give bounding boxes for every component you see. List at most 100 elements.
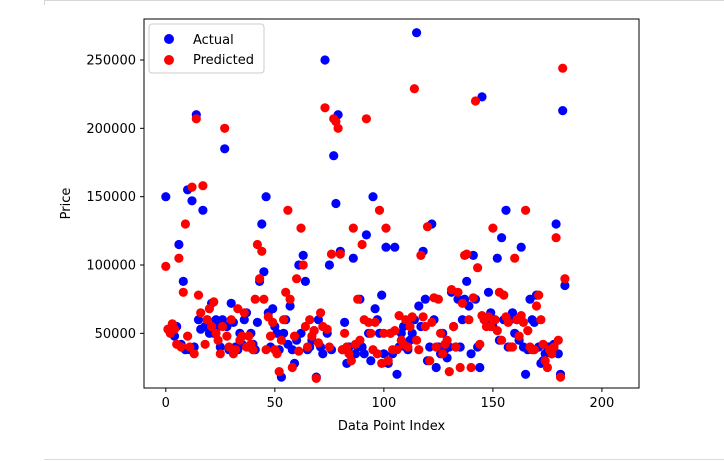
- point-actual-29: [226, 298, 236, 308]
- point-predicted-136: [457, 298, 467, 308]
- point-actual-62: [298, 250, 308, 260]
- point-predicted-82: [340, 328, 350, 338]
- point-actual-178: [551, 219, 561, 229]
- legend: Actual Predicted: [148, 23, 265, 74]
- point-predicted-178: [549, 342, 559, 352]
- point-predicted-140: [466, 362, 476, 373]
- cell-bottom-border: [44, 459, 724, 460]
- point-actual-0: [161, 192, 171, 202]
- point-predicted-86: [348, 223, 358, 233]
- point-actual-93: [366, 356, 376, 366]
- point-predicted-43: [255, 274, 265, 284]
- point-predicted-166: [523, 326, 533, 336]
- point-predicted-51: [272, 349, 282, 359]
- point-predicted-7: [176, 342, 186, 352]
- x-tick-label-150: 150: [480, 396, 505, 411]
- point-predicted-9: [180, 219, 190, 229]
- point-predicted-98: [374, 205, 385, 215]
- point-predicted-53: [276, 335, 286, 345]
- point-predicted-150: [488, 223, 498, 233]
- point-predicted-180: [553, 335, 563, 345]
- point-predicted-44: [257, 246, 267, 256]
- x-tick-label-100: 100: [371, 396, 396, 411]
- point-predicted-157: [503, 317, 513, 327]
- point-predicted-13: [189, 349, 199, 359]
- point-actual-14: [193, 315, 204, 325]
- point-predicted-60: [292, 274, 302, 284]
- x-tick-label-50: 50: [267, 396, 284, 411]
- point-predicted-106: [392, 345, 402, 355]
- point-actual-53: [279, 328, 289, 338]
- point-predicted-154: [497, 335, 507, 345]
- point-predicted-18: [200, 339, 210, 349]
- point-predicted-97: [372, 349, 382, 359]
- point-actual-181: [558, 106, 568, 116]
- point-predicted-55: [281, 287, 291, 297]
- point-predicted-162: [514, 331, 524, 341]
- point-actual-151: [492, 253, 502, 263]
- point-predicted-42: [252, 239, 262, 250]
- point-predicted-90: [357, 239, 367, 250]
- point-predicted-111: [403, 342, 413, 352]
- point-predicted-40: [248, 345, 258, 355]
- point-predicted-170: [531, 301, 542, 311]
- point-predicted-69: [311, 373, 321, 383]
- point-predicted-172: [536, 315, 546, 325]
- point-predicted-143: [473, 263, 483, 273]
- point-predicted-113: [407, 312, 417, 322]
- point-predicted-24: [213, 335, 223, 345]
- point-predicted-164: [518, 317, 529, 327]
- legend-label-predicted: Predicted: [193, 53, 254, 68]
- point-predicted-142: [470, 96, 481, 106]
- point-actual-25: [217, 315, 228, 325]
- point-predicted-102: [383, 356, 393, 366]
- point-predicted-155: [499, 290, 509, 300]
- point-predicted-105: [390, 326, 400, 336]
- point-predicted-28: [222, 331, 232, 341]
- point-actual-16: [198, 205, 208, 215]
- point-predicted-66: [305, 315, 315, 325]
- point-actual-147: [483, 287, 494, 297]
- point-actual-69: [313, 315, 323, 325]
- point-actual-81: [340, 317, 350, 327]
- point-predicted-58: [287, 362, 297, 373]
- point-predicted-46: [261, 345, 271, 355]
- point-predicted-175: [542, 362, 553, 373]
- cell-top-border: [44, 0, 724, 5]
- point-predicted-11: [185, 342, 195, 352]
- point-predicted-59: [289, 331, 300, 341]
- point-predicted-149: [486, 321, 496, 332]
- point-predicted-61: [294, 346, 304, 356]
- point-predicted-100: [379, 328, 389, 338]
- point-predicted-182: [558, 63, 568, 73]
- point-predicted-56: [283, 205, 293, 215]
- point-predicted-25: [215, 349, 225, 359]
- point-predicted-135: [455, 362, 465, 373]
- point-actual-143: [475, 362, 485, 373]
- point-predicted-139: [464, 315, 474, 325]
- point-predicted-12: [187, 182, 197, 192]
- point-predicted-88: [353, 294, 363, 304]
- point-predicted-63: [298, 260, 308, 270]
- point-predicted-0: [161, 261, 171, 271]
- point-predicted-54: [279, 315, 289, 325]
- point-actual-85: [348, 253, 358, 263]
- point-predicted-107: [394, 311, 404, 321]
- point-predicted-10: [183, 331, 193, 341]
- point-actual-56: [285, 301, 295, 311]
- point-predicted-89: [355, 335, 365, 345]
- point-actual-179: [553, 349, 563, 359]
- point-actual-71: [318, 349, 328, 359]
- point-predicted-16: [196, 308, 206, 318]
- point-predicted-20: [204, 304, 214, 314]
- point-predicted-21: [207, 321, 217, 332]
- point-actual-77: [331, 198, 341, 209]
- point-predicted-27: [220, 123, 230, 133]
- point-predicted-171: [534, 290, 544, 300]
- point-predicted-19: [202, 315, 212, 325]
- x-tick-label-0: 0: [162, 396, 170, 411]
- point-predicted-76: [326, 249, 337, 259]
- point-predicted-165: [521, 205, 531, 215]
- point-predicted-125: [433, 294, 443, 304]
